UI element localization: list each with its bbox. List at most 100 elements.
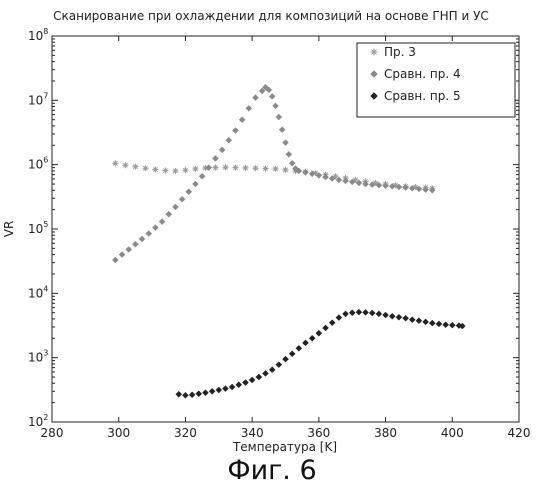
data-point	[212, 165, 218, 171]
data-point	[316, 330, 322, 336]
data-point	[269, 367, 275, 373]
data-point	[202, 390, 208, 396]
data-point	[119, 252, 125, 258]
data-point	[126, 247, 132, 253]
data-point	[112, 160, 118, 166]
y-tick-label: 106	[28, 156, 48, 172]
y-tick-label: 105	[28, 220, 48, 236]
data-point	[152, 225, 158, 231]
series-3	[176, 309, 466, 398]
data-point	[279, 127, 285, 133]
data-point	[349, 310, 355, 316]
x-tick-label: 280	[41, 426, 64, 440]
data-point	[383, 312, 389, 318]
y-tick-label: 103	[28, 349, 48, 365]
data-point	[289, 160, 295, 166]
data-point	[212, 155, 218, 161]
data-point	[303, 340, 309, 346]
data-point	[209, 388, 215, 394]
x-tick-label: 340	[241, 426, 264, 440]
data-point	[179, 196, 185, 202]
x-tick-label: 400	[441, 426, 464, 440]
data-point	[236, 382, 242, 388]
data-point	[323, 325, 329, 331]
data-point	[219, 147, 225, 153]
data-point	[112, 257, 118, 263]
y-tick-label: 108	[28, 27, 48, 43]
chart-title: Сканирование при охлаждении для композиц…	[53, 9, 489, 23]
data-point	[376, 311, 382, 317]
legend: Пр. 3 Сравн. пр. 4 Сравн. пр. 5	[357, 43, 515, 117]
data-point	[286, 151, 292, 157]
data-point	[303, 169, 309, 175]
figure-caption: Фиг. 6	[0, 455, 544, 486]
x-tick-label: 320	[174, 426, 197, 440]
x-tick-label: 360	[307, 426, 330, 440]
data-point	[196, 391, 202, 397]
data-point	[272, 103, 278, 109]
data-point	[423, 319, 429, 325]
data-point	[142, 165, 148, 171]
data-point	[159, 219, 165, 225]
data-point	[189, 392, 195, 398]
data-point	[283, 140, 289, 146]
data-point	[252, 95, 258, 101]
data-point	[276, 362, 282, 368]
data-point	[336, 315, 342, 321]
data-point	[289, 351, 295, 357]
data-point	[239, 117, 245, 123]
data-point	[369, 310, 375, 316]
data-point	[152, 167, 158, 173]
data-point	[172, 204, 178, 210]
data-point	[276, 114, 282, 120]
x-tick-label: 380	[374, 426, 397, 440]
legend-marker	[371, 49, 378, 56]
data-point	[262, 370, 268, 376]
x-axis-label: Температура [K]	[232, 440, 337, 454]
data-point	[232, 127, 238, 133]
legend-label: Сравн. пр. 5	[384, 89, 461, 103]
data-point	[246, 105, 252, 111]
y-tick-label: 104	[28, 284, 48, 300]
data-point	[139, 236, 145, 242]
data-point	[416, 318, 422, 324]
data-point	[222, 164, 228, 170]
y-tick-label: 107	[28, 91, 48, 107]
data-point	[363, 181, 369, 187]
data-point	[146, 231, 152, 237]
data-point	[403, 185, 409, 191]
data-point	[186, 189, 192, 195]
data-point	[262, 166, 268, 172]
data-point	[356, 309, 362, 315]
data-point	[232, 165, 238, 171]
data-point	[222, 386, 228, 392]
data-point	[252, 165, 258, 171]
legend-label: Пр. 3	[384, 45, 416, 59]
y-axis-label: VR	[2, 221, 16, 238]
data-point	[403, 315, 409, 321]
data-point	[182, 167, 188, 173]
data-point	[283, 167, 289, 173]
legend-label: Сравн. пр. 4	[384, 67, 461, 81]
data-point	[192, 166, 198, 172]
data-point	[389, 313, 395, 319]
data-point	[166, 211, 172, 217]
data-point	[132, 241, 138, 247]
data-point	[269, 93, 275, 99]
x-tick-label: 420	[508, 426, 531, 440]
x-tick-label: 300	[107, 426, 130, 440]
data-point	[256, 374, 262, 380]
chart-svg: Сканирование при охлаждении для композиц…	[0, 0, 544, 460]
data-point	[283, 356, 289, 362]
data-point	[199, 173, 205, 179]
data-point	[192, 181, 198, 187]
data-point	[176, 391, 182, 397]
data-points-layer	[112, 84, 465, 398]
data-point	[182, 392, 188, 398]
data-point	[343, 311, 349, 317]
data-point	[343, 178, 349, 184]
data-point	[249, 377, 255, 383]
data-point	[296, 345, 302, 351]
data-point	[309, 335, 315, 341]
